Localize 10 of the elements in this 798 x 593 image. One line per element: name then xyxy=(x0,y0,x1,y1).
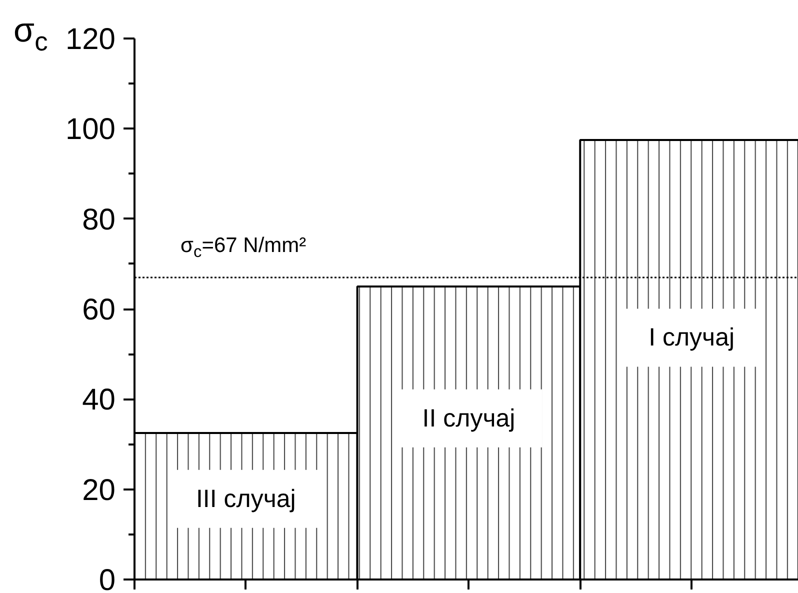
x-tick-label: II случај xyxy=(422,404,516,432)
y-tick-label: 80 xyxy=(82,203,116,236)
y-tick-label: 20 xyxy=(82,474,116,507)
y-tick-label: 40 xyxy=(82,384,116,417)
x-tick-label: I случај xyxy=(648,324,735,352)
x-tick-label: III случај xyxy=(196,484,296,513)
y-tick-label: 60 xyxy=(82,294,116,326)
y-tick-label: 120 xyxy=(65,23,116,56)
y-tick-label: 0 xyxy=(98,564,116,593)
y-tick-label: 100 xyxy=(65,113,116,146)
